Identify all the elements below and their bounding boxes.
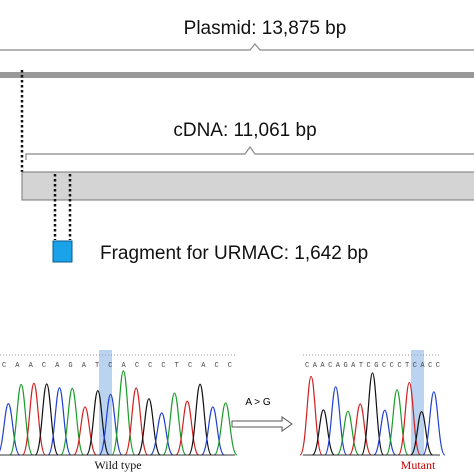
peak: [21, 382, 47, 456]
peak: [336, 410, 360, 456]
sequence: CAACAGATCGCCCTCACC: [305, 362, 440, 370]
peak: [111, 370, 136, 456]
peak: [213, 402, 238, 456]
peak: [360, 372, 385, 456]
peak: [385, 389, 409, 456]
peak: [324, 386, 348, 456]
peak: [9, 383, 34, 456]
plasmid-brace: [0, 43, 474, 51]
cdna-brace: [25, 145, 474, 160]
peak: [373, 409, 397, 456]
peak: [149, 412, 174, 456]
peak: [422, 391, 446, 456]
cdna-bar: [21, 171, 474, 201]
peak: [136, 398, 162, 456]
caption: Wild type: [94, 458, 141, 472]
peak: [34, 383, 59, 456]
caption: Mutant: [401, 458, 436, 472]
cdna-label: cDNA: 11,061 bp: [173, 120, 316, 141]
chromatogram-traces: [0, 370, 446, 456]
peak: [348, 403, 372, 456]
peak: [187, 383, 213, 456]
mutation-label: A > G: [245, 397, 271, 408]
peak: [162, 392, 187, 456]
peak: [98, 393, 123, 456]
highlight: [99, 350, 112, 455]
peak: [72, 406, 98, 456]
fragment-box: [52, 240, 73, 263]
arrow: [231, 416, 293, 432]
peak: [85, 390, 110, 456]
peak: [175, 400, 200, 456]
peak: [299, 375, 323, 456]
peak: [409, 411, 434, 456]
peak: [124, 387, 149, 456]
plasmid-bar: [0, 72, 474, 78]
sequence: CAACAGATCACCCTCACC: [2, 362, 232, 370]
peak: [47, 387, 72, 456]
fragment-label: Fragment for URMAC: 1,642 bp: [100, 243, 368, 264]
peak: [200, 406, 225, 456]
peak: [311, 409, 336, 456]
plasmid-label: Plasmid: 13,875 bp: [184, 18, 347, 39]
peak: [0, 403, 21, 456]
